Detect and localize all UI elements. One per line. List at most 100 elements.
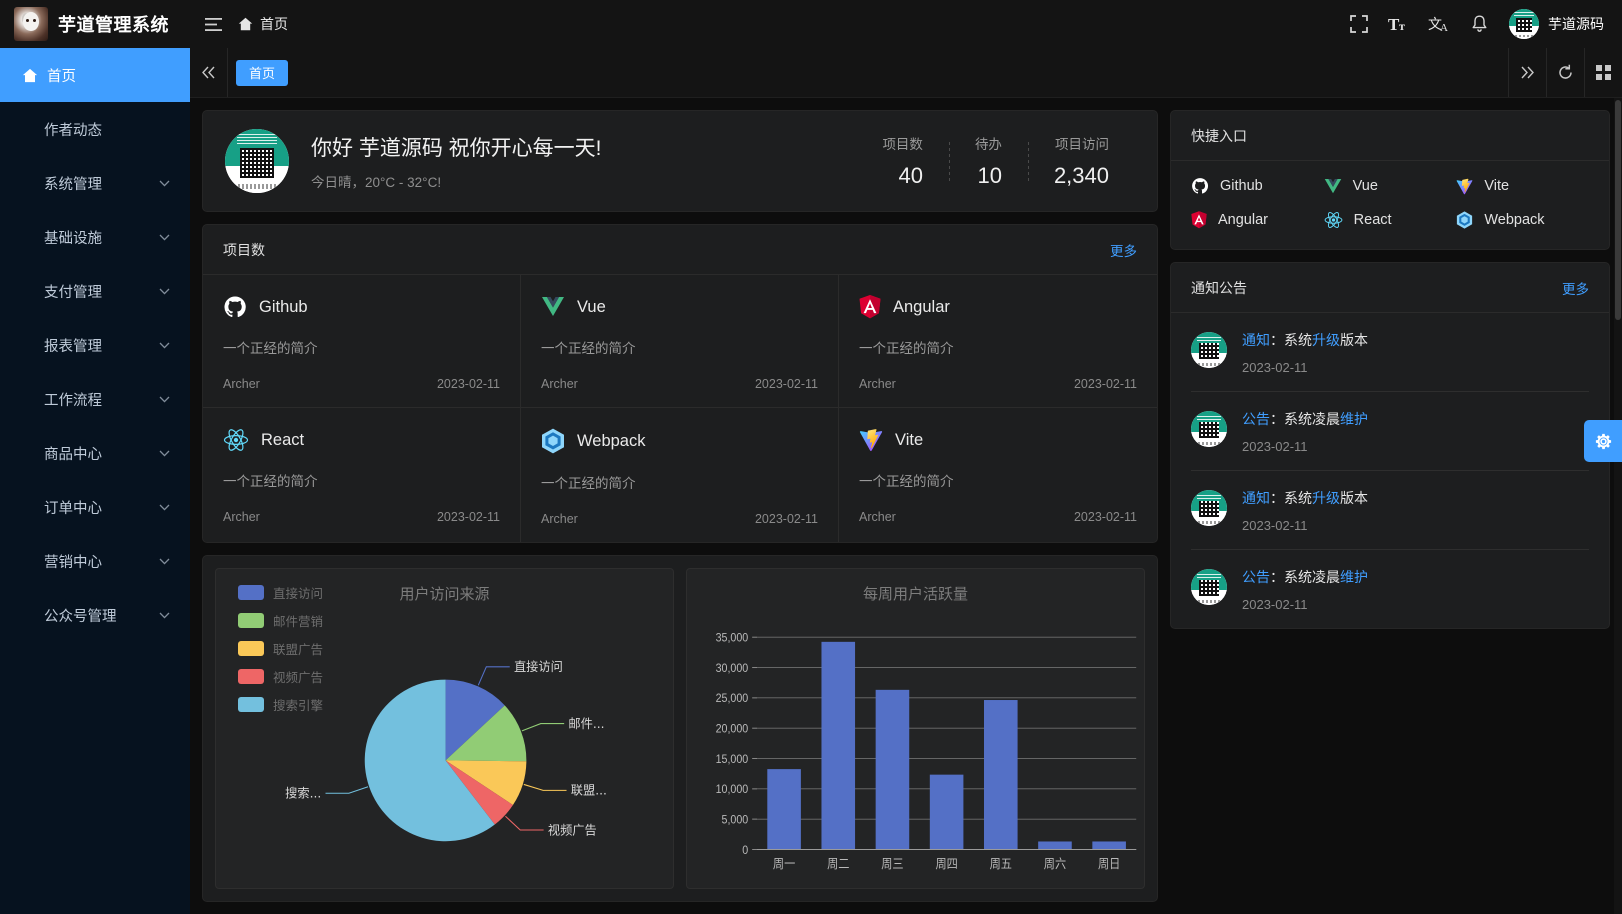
font-size-button[interactable]: T т xyxy=(1379,0,1419,48)
grid-menu-button[interactable] xyxy=(1584,48,1622,97)
pie-slice[interactable] xyxy=(445,760,527,806)
sidebar-item-payment[interactable]: 支付管理 xyxy=(0,264,190,318)
legend-swatch xyxy=(238,613,264,628)
y-axis-tick-label: 25,000 xyxy=(716,693,749,706)
legend-item[interactable]: 直接访问 xyxy=(238,583,323,602)
chevron-down-icon xyxy=(159,558,170,565)
welcome-text: 你好 芋道源码 祝你开心每一天! 今日晴，20°C - 32°C! xyxy=(311,132,602,191)
tabs-collapse-button[interactable] xyxy=(190,48,228,97)
project-name: React xyxy=(261,430,305,449)
vue-icon xyxy=(1324,178,1341,193)
notice-item[interactable]: 通知：系统升级版本 2023-02-11 xyxy=(1191,313,1589,392)
translate-icon: 文 A xyxy=(1428,17,1448,33)
project-footer: Archer 2023-02-11 xyxy=(859,377,1137,391)
quick-entry-github[interactable]: Github xyxy=(1191,177,1324,195)
sidebar-item-home[interactable]: 首页 xyxy=(0,48,190,102)
project-card[interactable]: React 一个正经的简介 Archer 2023-02-11 xyxy=(203,408,521,542)
bar[interactable] xyxy=(875,689,910,850)
quick-entry-vite[interactable]: Vite xyxy=(1456,177,1589,195)
left-column: 你好 芋道源码 祝你开心每一天! 今日晴，20°C - 32°C! 项目数 40… xyxy=(202,110,1158,902)
tabs-area: 首页 xyxy=(228,48,1508,97)
gear-icon xyxy=(1595,433,1611,449)
menu-icon[interactable] xyxy=(190,0,236,48)
legend-item[interactable]: 邮件营销 xyxy=(238,611,323,630)
notification-button[interactable] xyxy=(1459,0,1499,48)
bar-chart-title: 每周用户活跃量 xyxy=(862,586,968,603)
quick-entry-react[interactable]: React xyxy=(1324,211,1457,229)
sidebar-item-order[interactable]: 订单中心 xyxy=(0,480,190,534)
bar[interactable] xyxy=(983,700,1018,850)
bar[interactable] xyxy=(1092,841,1126,850)
pie-slice[interactable] xyxy=(445,760,513,825)
pie-slice[interactable] xyxy=(445,705,527,762)
bar[interactable] xyxy=(1038,841,1072,850)
bar[interactable] xyxy=(929,774,964,850)
notices-more-link[interactable]: 更多 xyxy=(1562,281,1589,297)
tabs-scroll-right-button[interactable] xyxy=(1508,48,1546,97)
react-icon xyxy=(223,429,249,451)
sidebar-item-label: 订单中心 xyxy=(44,500,102,517)
sidebar-item-system[interactable]: 系统管理 xyxy=(0,156,190,210)
pie-slice[interactable] xyxy=(445,679,505,761)
sidebar-item-label: 基础设施 xyxy=(44,230,102,247)
notice-type: 通知 xyxy=(1242,490,1270,506)
bar-chart: 每周用户活跃量 0 5,000 10,000 15,000 20,000 25,000 30… xyxy=(686,568,1145,889)
project-card[interactable]: Vite 一个正经的简介 Archer 2023-02-11 xyxy=(839,408,1157,542)
welcome-weather: 今日晴，20°C - 32°C! xyxy=(311,174,442,190)
scrollbar-thumb[interactable] xyxy=(1615,100,1621,320)
project-card[interactable]: Github 一个正经的简介 Archer 2023-02-11 xyxy=(203,275,521,408)
project-card[interactable]: Angular 一个正经的简介 Archer 2023-02-11 xyxy=(839,275,1157,408)
sidebar-item-marketing[interactable]: 营销中心 xyxy=(0,534,190,588)
page-scrollbar[interactable] xyxy=(1614,98,1622,914)
y-axis-tick-label: 20,000 xyxy=(716,723,749,736)
notice-date: 2023-02-11 xyxy=(1242,597,1308,612)
quick-entry-angular[interactable]: Angular xyxy=(1191,211,1324,229)
sidebar-item-workflow[interactable]: 工作流程 xyxy=(0,372,190,426)
fullscreen-button[interactable] xyxy=(1339,0,1379,48)
sidebar-item-report[interactable]: 报表管理 xyxy=(0,318,190,372)
bar-chart-canvas: 0 5,000 10,000 15,000 20,000 25,000 30,000 35,0… xyxy=(716,632,1137,872)
brand[interactable]: 芋道管理系统 xyxy=(0,7,190,41)
projects-more-link[interactable]: 更多 xyxy=(1110,243,1137,259)
settings-float-button[interactable] xyxy=(1584,420,1622,462)
legend-item[interactable]: 搜索引擎 xyxy=(238,695,323,714)
notice-item[interactable]: 公告：系统凌晨维护 2023-02-11 xyxy=(1191,550,1589,628)
welcome-avatar xyxy=(225,129,289,193)
project-title-row: Vue xyxy=(541,295,818,319)
sidebar-item-mp[interactable]: 公众号管理 xyxy=(0,588,190,642)
notice-type: 公告 xyxy=(1242,569,1270,585)
x-axis-tick-label: 周二 xyxy=(827,857,849,872)
sidebar-item-author-news[interactable]: 作者动态 xyxy=(0,102,190,156)
user-menu[interactable]: 芋道源码 xyxy=(1499,9,1608,39)
pie-chart-title: 用户访问来源 xyxy=(399,586,490,603)
notice-date: 2023-02-11 xyxy=(1242,439,1308,454)
bar[interactable] xyxy=(821,641,856,850)
sidebar-item-infrastructure[interactable]: 基础设施 xyxy=(0,210,190,264)
quick-entry-vue[interactable]: Vue xyxy=(1324,177,1457,195)
breadcrumb-home-label: 首页 xyxy=(260,16,288,32)
quick-entry-webpack[interactable]: Webpack xyxy=(1456,211,1589,229)
project-card[interactable]: Webpack 一个正经的简介 Archer 2023-02-11 xyxy=(521,408,839,542)
bar[interactable] xyxy=(767,769,801,850)
refresh-button[interactable] xyxy=(1546,48,1584,97)
pie-slice-label: 联盟... xyxy=(571,784,607,798)
svg-text:T: T xyxy=(1388,15,1400,33)
sidebar-item-product[interactable]: 商品中心 xyxy=(0,426,190,480)
language-button[interactable]: 文 A xyxy=(1419,0,1459,48)
notice-body: 公告：系统凌晨维护 2023-02-11 xyxy=(1242,567,1368,612)
tab-home[interactable]: 首页 xyxy=(236,59,289,86)
breadcrumb-home[interactable]: 首页 xyxy=(238,14,288,34)
notice-tail: 版本 xyxy=(1340,332,1368,348)
welcome-greeting: 你好 芋道源码 祝你开心每一天! xyxy=(311,136,602,160)
quick-entry-label: React xyxy=(1353,212,1392,228)
project-date: 2023-02-11 xyxy=(436,510,500,524)
legend-item[interactable]: 联盟广告 xyxy=(238,639,323,658)
project-card[interactable]: Vue 一个正经的简介 Archer 2023-02-11 xyxy=(521,275,839,408)
pie-slice[interactable] xyxy=(364,679,495,842)
notice-item[interactable]: 公告：系统凌晨维护 2023-02-11 xyxy=(1191,392,1589,471)
notice-text: 系统凌晨 xyxy=(1284,569,1340,585)
notice-item[interactable]: 通知：系统升级版本 2023-02-11 xyxy=(1191,471,1589,550)
quick-entry-label: Vue xyxy=(1352,178,1378,194)
project-desc: 一个正经的简介 xyxy=(859,474,954,489)
legend-item[interactable]: 视频广告 xyxy=(238,667,323,686)
